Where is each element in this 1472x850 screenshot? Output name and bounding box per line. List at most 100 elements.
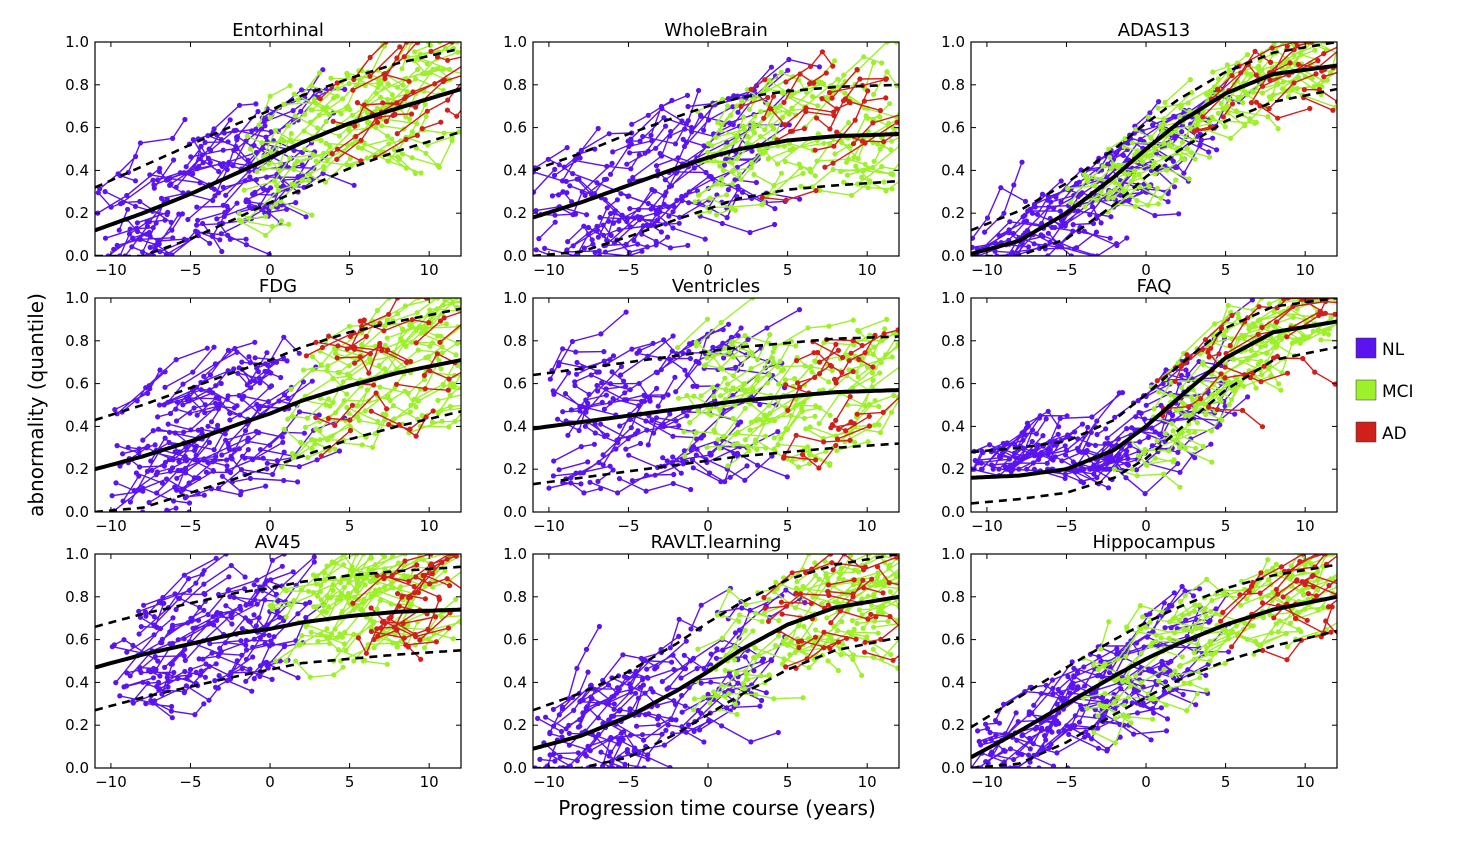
visit-point [1198, 137, 1204, 143]
visit-point [689, 457, 696, 463]
visit-point [234, 200, 240, 206]
x-tick-label: 0 [1141, 517, 1151, 535]
visit-point [245, 447, 251, 453]
visit-point [253, 428, 259, 435]
visit-point [777, 358, 783, 364]
visit-point [592, 146, 598, 152]
trajectory-line [577, 220, 619, 254]
visit-point [246, 215, 252, 221]
visit-point [344, 70, 350, 76]
visit-point [1287, 60, 1293, 66]
visit-point [1171, 184, 1178, 190]
visit-point [616, 218, 622, 224]
visit-point [978, 460, 985, 466]
visit-point [1152, 145, 1158, 151]
trajectory-line [774, 319, 854, 349]
visit-point [1154, 185, 1160, 191]
upper-band-curve [971, 298, 1337, 454]
visit-point [877, 429, 884, 436]
visit-point [912, 334, 917, 339]
visit-point [994, 253, 1000, 256]
visit-point [738, 419, 744, 425]
visit-point [1089, 204, 1096, 210]
visit-point [1268, 373, 1274, 379]
visit-point [427, 368, 433, 374]
visit-point [271, 178, 278, 184]
visit-point [720, 340, 726, 346]
visit-point [509, 320, 514, 325]
visit-point [1226, 402, 1232, 408]
visit-point [786, 122, 792, 128]
visit-point [374, 119, 381, 125]
visit-point [833, 442, 839, 449]
visit-point [838, 168, 844, 175]
visit-point [183, 444, 189, 450]
visit-point [221, 130, 227, 136]
visit-point [582, 423, 588, 429]
visit-point [385, 347, 391, 353]
trajectory-line [320, 429, 351, 457]
visit-point [162, 217, 168, 223]
visit-point [688, 486, 694, 493]
visit-point [1020, 437, 1026, 443]
trajectory-line [122, 444, 156, 455]
visit-point [140, 485, 146, 491]
y-tick-label: 1.0 [65, 33, 89, 51]
visit-point [484, 336, 489, 341]
visit-point [422, 386, 428, 392]
trajectory-line [253, 142, 312, 166]
trajectory-line [157, 172, 181, 181]
visit-point [267, 93, 273, 99]
visit-point [1248, 100, 1254, 106]
visit-point [407, 116, 413, 122]
visit-point [1343, 58, 1348, 63]
trajectory-line [136, 472, 163, 484]
visit-point [1256, 63, 1262, 69]
visit-point [1147, 110, 1153, 116]
visit-point [418, 330, 424, 336]
visit-point [463, 380, 468, 385]
visit-point [323, 108, 329, 114]
visit-point [1182, 413, 1188, 419]
visit-point [365, 110, 371, 116]
trajectory-line [1067, 184, 1095, 190]
visit-point [685, 242, 691, 248]
trajectory-line [669, 125, 740, 138]
visit-point [253, 126, 259, 132]
visit-point [645, 442, 651, 448]
visit-point [1124, 235, 1130, 241]
visit-point [171, 157, 177, 163]
visit-point [116, 227, 122, 233]
visit-point [1300, 355, 1306, 362]
visit-point [1239, 407, 1246, 413]
trajectory-line [574, 154, 640, 170]
visit-point [1229, 312, 1235, 319]
trajectory-line [1222, 103, 1234, 118]
trajectory-line [815, 90, 869, 151]
trajectory-line [383, 73, 410, 82]
visit-point [113, 480, 119, 486]
visit-point [778, 69, 784, 75]
visit-point [798, 183, 804, 189]
visit-point [1372, 39, 1377, 44]
visit-point [1245, 356, 1251, 362]
visit-point [180, 381, 186, 387]
visit-point [1144, 462, 1150, 468]
trajectory-line [683, 407, 746, 438]
visit-point [186, 398, 193, 404]
visit-point [1255, 331, 1261, 337]
visit-point [435, 162, 441, 169]
visit-point [602, 249, 609, 255]
visit-point [1343, 316, 1348, 321]
visit-point [440, 87, 446, 93]
visit-point [427, 343, 433, 349]
visit-point [236, 102, 243, 108]
visit-point [334, 355, 340, 361]
visit-point [685, 103, 691, 110]
trajectory-line [554, 157, 581, 176]
visit-point [267, 384, 273, 390]
visit-point [693, 430, 699, 436]
visit-point [616, 476, 623, 482]
visit-point [1218, 398, 1224, 405]
visit-point [143, 385, 149, 391]
